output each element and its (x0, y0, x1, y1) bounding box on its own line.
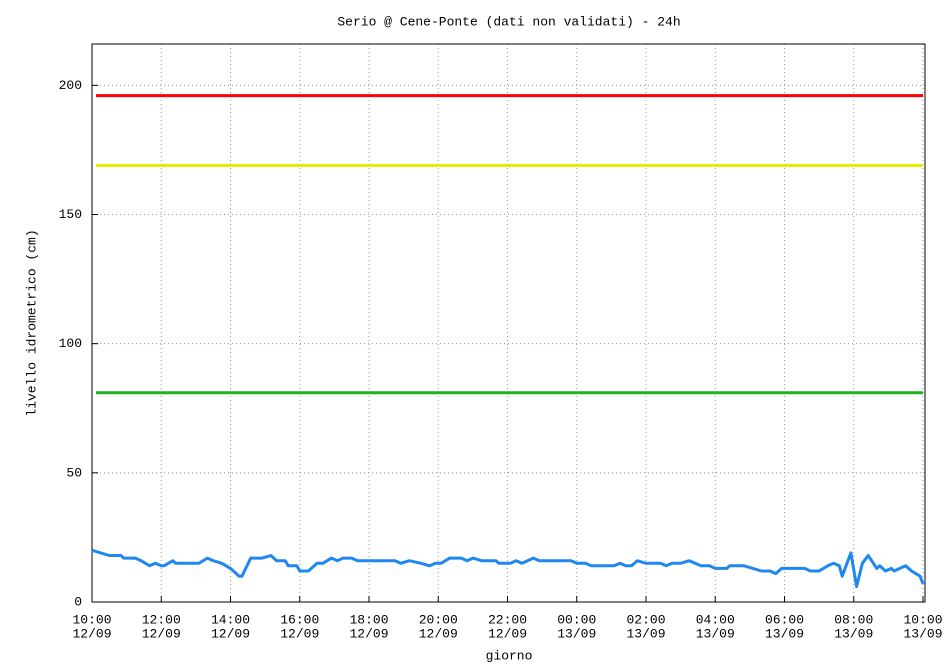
x-tick-label: 12/09 (72, 626, 111, 641)
plot-frame (91, 43, 926, 603)
x-tick-label: 06:00 (765, 612, 804, 627)
x-tick-label: 12:00 (142, 612, 181, 627)
x-tick-label: 02:00 (626, 612, 665, 627)
x-tick-label: 04:00 (696, 612, 735, 627)
x-tick-label: 13/09 (765, 626, 804, 641)
x-tick-label: 10:00 (903, 612, 942, 627)
x-tick-label: 00:00 (557, 612, 596, 627)
x-tick-label: 16:00 (280, 612, 319, 627)
x-tick-label: 12/09 (488, 626, 527, 641)
x-tick-label: 18:00 (349, 612, 388, 627)
y-tick-label: 50 (66, 465, 82, 480)
x-tick-label: 12/09 (142, 626, 181, 641)
x-tick-label: 14:00 (211, 612, 250, 627)
x-axis-label: giorno (486, 648, 533, 663)
x-tick-label: 13/09 (696, 626, 735, 641)
x-tick-label: 13/09 (557, 626, 596, 641)
y-tick-label: 150 (59, 207, 82, 222)
y-tick-label: 200 (59, 78, 82, 93)
y-axis-label: livello idrometrico (cm) (24, 229, 39, 416)
chart-title: Serio @ Cene-Ponte (dati non validati) -… (337, 14, 680, 29)
x-tick-label: 12/09 (419, 626, 458, 641)
x-tick-label: 10:00 (72, 612, 111, 627)
y-tick-label: 100 (59, 336, 82, 351)
x-tick-label: 12/09 (211, 626, 250, 641)
x-tick-label: 20:00 (419, 612, 458, 627)
x-tick-label: 13/09 (834, 626, 873, 641)
data-line (91, 548, 925, 588)
x-tick-label: 13/09 (903, 626, 942, 641)
x-tick-label: 22:00 (488, 612, 527, 627)
x-tick-label: 13/09 (626, 626, 665, 641)
x-tick-label: 08:00 (834, 612, 873, 627)
x-tick-label: 12/09 (349, 626, 388, 641)
x-tick-label: 12/09 (280, 626, 319, 641)
y-tick-label: 0 (74, 594, 82, 609)
